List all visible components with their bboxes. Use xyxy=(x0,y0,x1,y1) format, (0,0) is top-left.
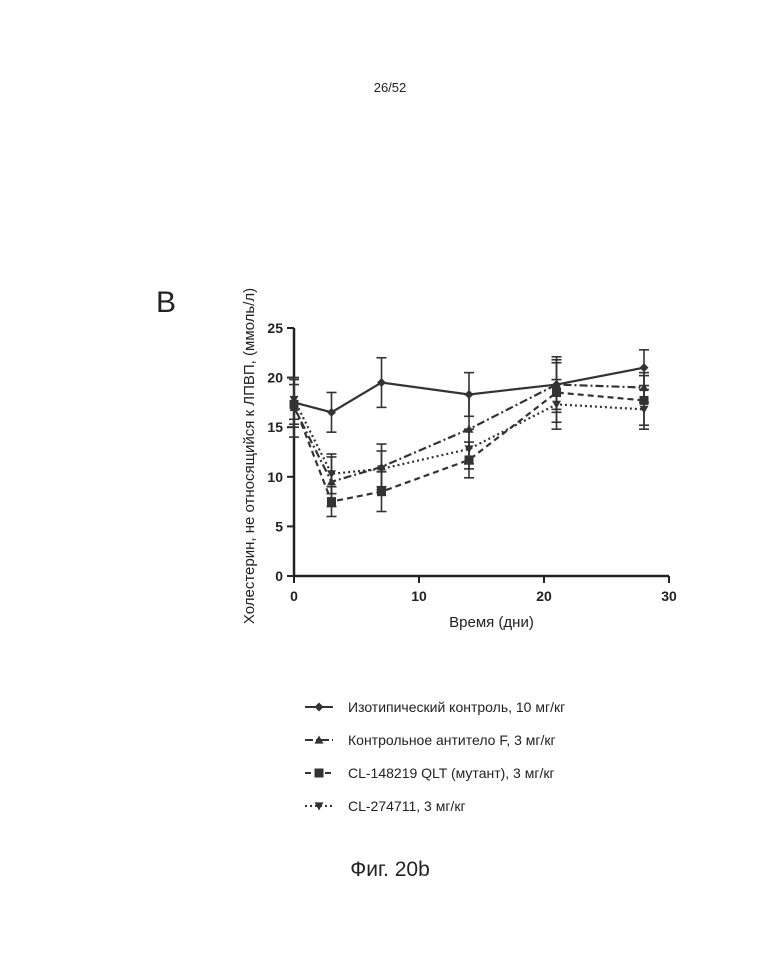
legend-marker xyxy=(315,703,324,712)
legend-marker xyxy=(315,769,324,778)
y-tick-label: 5 xyxy=(275,518,283,534)
legend-label: Изотипический контроль, 10 мг/кг xyxy=(348,699,565,715)
data-point xyxy=(552,401,561,409)
legend-label: Контрольное антитело F, 3 мг/кг xyxy=(348,732,556,748)
legend-item: CL-274711, 3 мг/кг xyxy=(305,798,466,814)
legend-label: CL-274711, 3 мг/кг xyxy=(348,798,466,814)
y-tick-label: 10 xyxy=(267,469,283,485)
x-tick-label: 10 xyxy=(411,588,427,604)
y-tick-label: 25 xyxy=(267,320,283,336)
y-tick-label: 20 xyxy=(267,370,283,386)
chart-series xyxy=(289,350,649,517)
y-axis-label: Холестерин, не относящийся к ЛПВП, (ммол… xyxy=(241,288,258,624)
x-tick-label: 30 xyxy=(661,588,677,604)
x-axis-label: Время (дни) xyxy=(449,614,534,631)
data-point xyxy=(377,487,386,496)
data-point xyxy=(640,363,649,372)
figure-caption: Фиг. 20b xyxy=(0,858,780,882)
x-tick-label: 0 xyxy=(290,588,298,604)
legend-item: CL-148219 QLT (мутант), 3 мг/кг xyxy=(305,765,555,781)
y-tick-label: 0 xyxy=(275,568,283,584)
legend-item: Контрольное антитело F, 3 мг/кг xyxy=(305,732,556,748)
legend-item: Изотипический контроль, 10 мг/кг xyxy=(305,699,565,715)
legend-label: CL-148219 QLT (мутант), 3 мг/кг xyxy=(348,765,555,781)
x-tick-label: 20 xyxy=(536,588,552,604)
y-tick-label: 15 xyxy=(267,419,283,435)
data-point xyxy=(327,497,336,506)
chart-legend: Изотипический контроль, 10 мг/кг Контроль… xyxy=(305,699,565,814)
